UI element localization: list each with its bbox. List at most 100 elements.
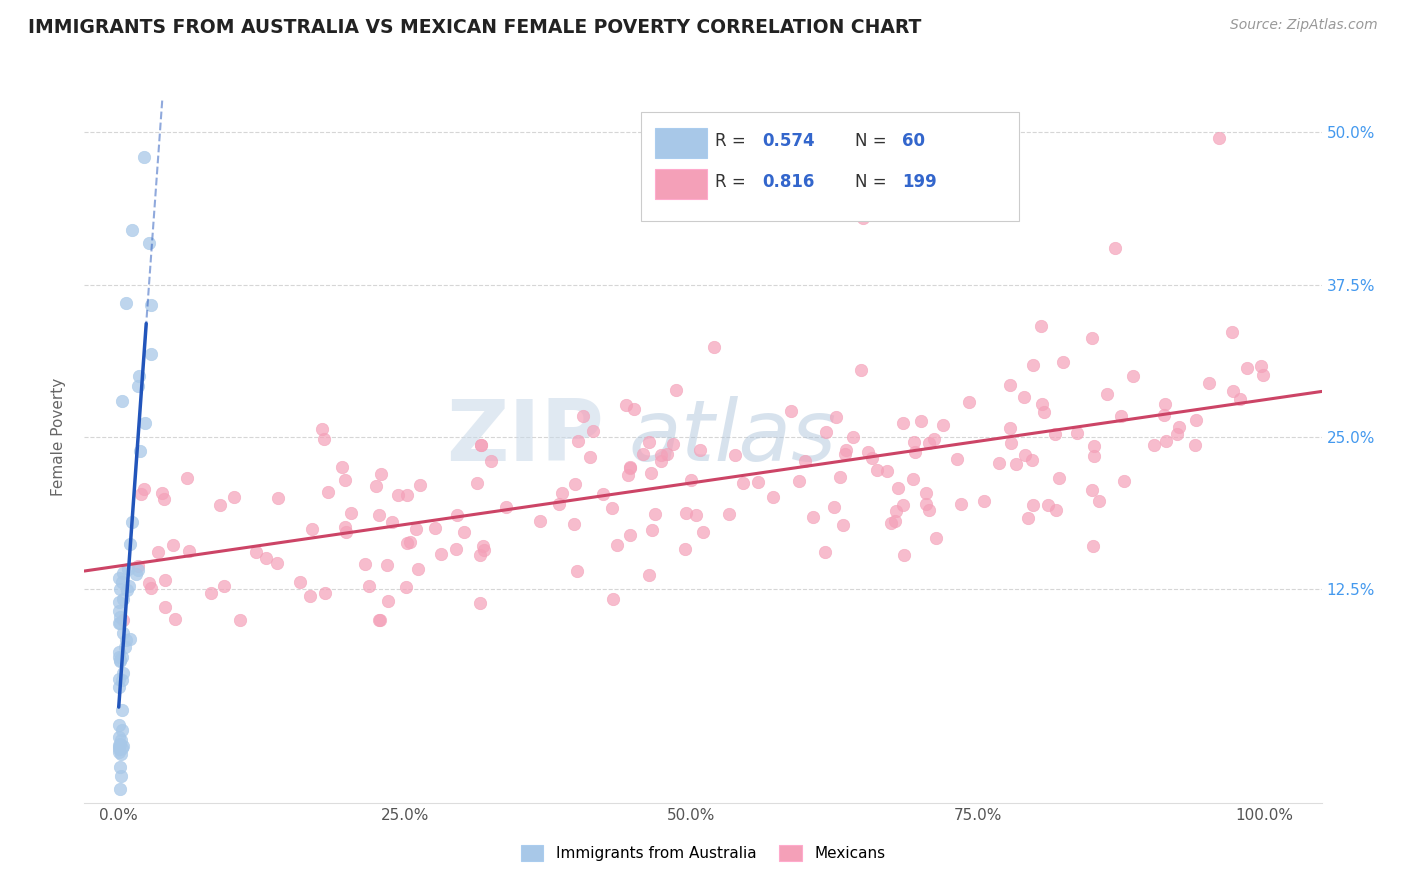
Point bbox=[148, 545, 170, 559]
Point bbox=[606, 538, 628, 552]
Point bbox=[108, 718, 131, 732]
Point bbox=[108, 730, 131, 744]
Point bbox=[129, 487, 152, 501]
Point bbox=[139, 347, 162, 361]
Point bbox=[111, 723, 134, 737]
Point bbox=[117, 562, 139, 576]
Point bbox=[375, 558, 398, 572]
Point bbox=[1022, 358, 1045, 372]
Point bbox=[366, 479, 388, 493]
Point bbox=[1104, 241, 1126, 255]
Point bbox=[108, 595, 131, 609]
Point bbox=[692, 525, 714, 540]
Y-axis label: Female Poverty: Female Poverty bbox=[51, 378, 66, 496]
Point bbox=[1081, 331, 1104, 345]
Text: atlas: atlas bbox=[628, 395, 837, 479]
Point bbox=[637, 568, 659, 582]
Point bbox=[209, 498, 232, 512]
Point bbox=[572, 409, 595, 424]
Point bbox=[110, 747, 132, 761]
Point bbox=[120, 632, 142, 647]
Point bbox=[495, 500, 517, 514]
Point bbox=[267, 491, 290, 505]
Text: 199: 199 bbox=[903, 173, 936, 191]
Point bbox=[619, 528, 641, 542]
Point bbox=[650, 454, 672, 468]
Point bbox=[153, 574, 176, 588]
Point bbox=[787, 475, 810, 489]
Point bbox=[127, 378, 149, 392]
Point bbox=[835, 442, 858, 457]
Point bbox=[330, 460, 353, 475]
Point bbox=[429, 547, 451, 561]
Text: 0.816: 0.816 bbox=[762, 173, 814, 191]
Point bbox=[108, 781, 131, 796]
Point bbox=[1036, 498, 1059, 512]
Point bbox=[377, 594, 399, 608]
Point bbox=[472, 543, 495, 558]
Point bbox=[224, 490, 246, 504]
Text: N =: N = bbox=[855, 173, 891, 191]
Point bbox=[650, 448, 672, 462]
Point bbox=[111, 703, 134, 717]
Point bbox=[153, 492, 176, 507]
Point bbox=[616, 467, 638, 482]
Point bbox=[359, 579, 381, 593]
Point bbox=[405, 522, 427, 536]
Point bbox=[112, 613, 135, 627]
Point bbox=[214, 579, 236, 593]
Point bbox=[470, 438, 492, 452]
Point bbox=[121, 223, 143, 237]
Point bbox=[852, 211, 875, 225]
FancyBboxPatch shape bbox=[641, 112, 1018, 221]
Point bbox=[1017, 511, 1039, 525]
Point bbox=[254, 551, 277, 566]
Point bbox=[631, 447, 654, 461]
Point bbox=[112, 666, 135, 681]
Text: 0.574: 0.574 bbox=[762, 132, 815, 150]
FancyBboxPatch shape bbox=[655, 128, 707, 159]
FancyBboxPatch shape bbox=[655, 169, 707, 199]
Point bbox=[903, 434, 925, 449]
Point bbox=[1114, 475, 1136, 489]
Point bbox=[423, 521, 446, 535]
Point bbox=[150, 486, 173, 500]
Point bbox=[112, 739, 135, 753]
Point bbox=[925, 531, 948, 545]
Point bbox=[529, 514, 551, 528]
Point bbox=[314, 586, 336, 600]
Point bbox=[641, 523, 664, 537]
Point bbox=[1251, 368, 1274, 382]
Point bbox=[1047, 471, 1070, 485]
Point bbox=[600, 500, 623, 515]
Point bbox=[266, 556, 288, 570]
Point bbox=[1143, 438, 1166, 452]
Point bbox=[860, 451, 883, 466]
Point bbox=[481, 454, 503, 468]
Point bbox=[368, 613, 391, 627]
Point bbox=[110, 769, 132, 783]
Point bbox=[915, 486, 938, 500]
Point bbox=[395, 536, 418, 550]
Point bbox=[619, 461, 641, 475]
Point bbox=[828, 469, 851, 483]
Point bbox=[564, 476, 586, 491]
Point bbox=[780, 404, 803, 418]
Point bbox=[134, 417, 156, 431]
Point bbox=[368, 508, 391, 522]
Point bbox=[114, 296, 136, 310]
Point bbox=[1014, 448, 1036, 462]
Point bbox=[834, 446, 856, 460]
Point bbox=[470, 438, 492, 452]
Point bbox=[946, 452, 969, 467]
Point bbox=[1220, 325, 1243, 339]
Point bbox=[623, 401, 645, 416]
Point bbox=[108, 745, 131, 759]
Point bbox=[115, 583, 138, 598]
Point bbox=[1081, 483, 1104, 497]
Point bbox=[107, 644, 129, 658]
Point bbox=[866, 463, 889, 477]
Point bbox=[886, 503, 908, 517]
Point bbox=[127, 563, 149, 577]
Point bbox=[108, 742, 131, 756]
